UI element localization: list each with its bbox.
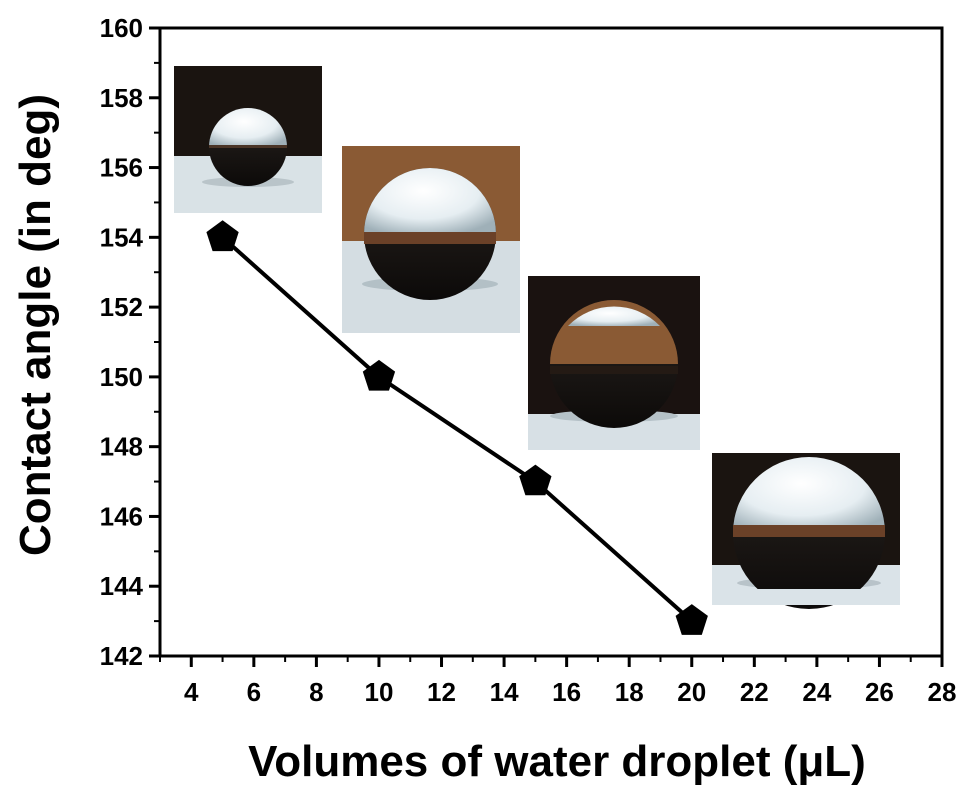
y-tick-label: 144 [100, 571, 144, 601]
x-tick-label: 18 [615, 677, 644, 707]
droplet-photo-20uL [712, 453, 900, 609]
y-tick-label: 156 [100, 153, 143, 183]
data-point [362, 359, 396, 391]
data-point [519, 464, 552, 496]
data-point [206, 220, 239, 252]
x-tick-label: 24 [802, 677, 831, 707]
x-tick-label: 20 [677, 677, 706, 707]
y-tick-label: 150 [100, 362, 143, 392]
x-tick-label: 14 [490, 677, 519, 707]
y-tick-label: 152 [100, 292, 143, 322]
series [206, 220, 708, 635]
x-tick-label: 12 [427, 677, 456, 707]
series-line [221, 235, 694, 623]
x-tick-label: 26 [865, 677, 894, 707]
x-tick-label: 28 [928, 677, 957, 707]
x-tick-label: 22 [740, 677, 769, 707]
y-tick-label: 154 [100, 222, 144, 252]
data-point [675, 604, 708, 635]
x-tick-label: 16 [552, 677, 581, 707]
y-tick-label: 160 [100, 13, 143, 43]
y-tick-label: 142 [100, 641, 143, 671]
droplet-photo-5uL [174, 66, 322, 213]
y-tick-label: 158 [100, 83, 143, 113]
x-tick-label: 8 [309, 677, 323, 707]
y-tick-label: 146 [100, 501, 143, 531]
inset-photos [174, 66, 900, 609]
y-axis-title: Contact angle (in deg) [11, 94, 60, 556]
axes: 4 6 8 10 12 14 16 18 20 22 24 26 28 142 144 146 148 150 15… [100, 13, 957, 707]
x-tick-label: 10 [364, 677, 393, 707]
x-tick-label: 4 [184, 677, 199, 707]
droplet-photo-15uL [528, 276, 700, 450]
droplet-photo-10uL [342, 146, 520, 333]
x-axis-title: Volumes of water droplet (μL) [248, 737, 866, 786]
x-tick-label: 6 [247, 677, 261, 707]
y-tick-label: 148 [100, 432, 143, 462]
